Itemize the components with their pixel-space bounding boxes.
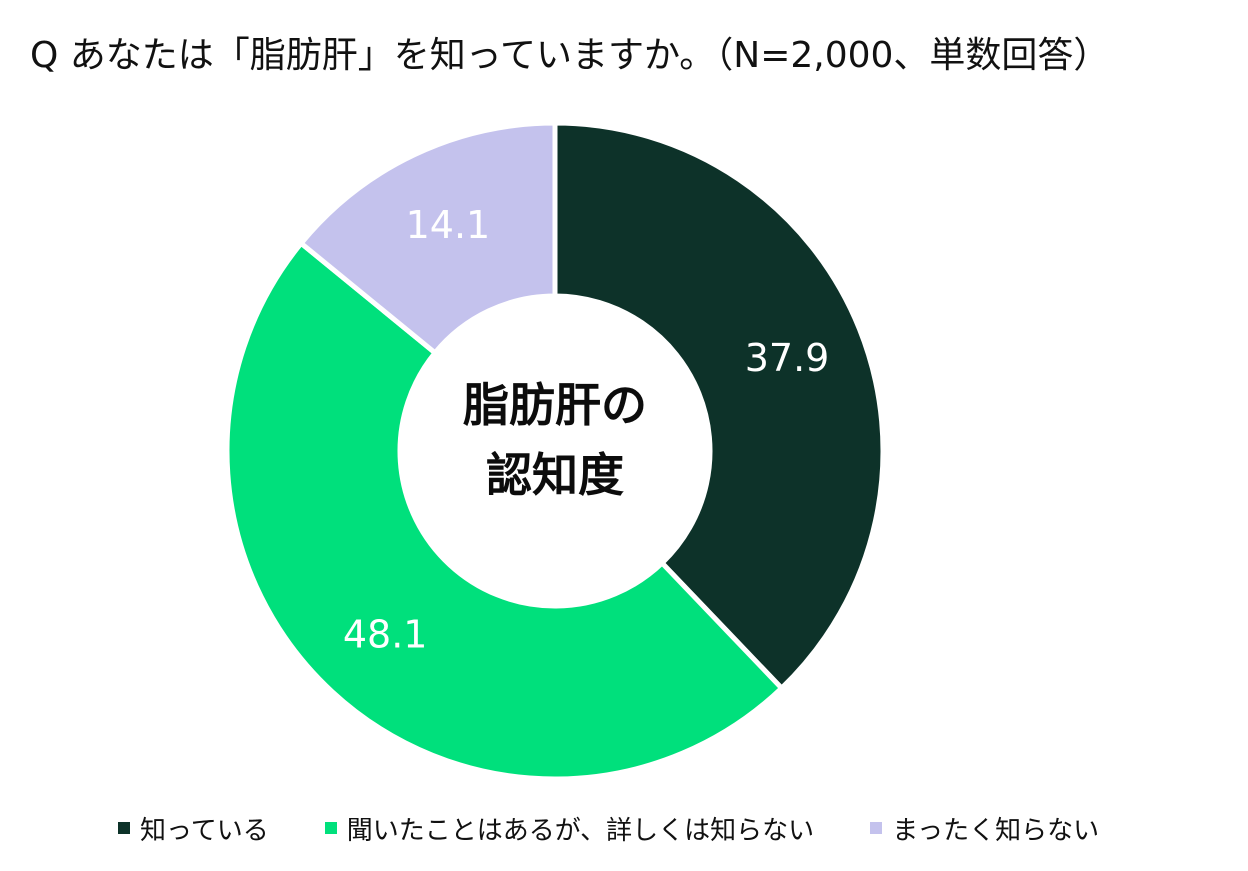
- legend-item-known: 知っている: [118, 810, 269, 847]
- legend-item-unknown: まったく知らない: [870, 810, 1099, 847]
- chart-legend: 知っている 聞いたことはあるが、詳しくは知らない まったく知らない: [118, 808, 1218, 848]
- legend-swatch-known: [118, 822, 130, 834]
- page-title: Q あなたは「脂肪肝」を知っていますか。（N=2,000、単数回答）: [30, 35, 1110, 76]
- data-label-heard-of: 48.1: [343, 612, 428, 656]
- legend-label-heard-of: 聞いたことはあるが、詳しくは知らない: [346, 815, 815, 846]
- legend-swatch-unknown: [870, 822, 883, 834]
- legend-label-known: 知っている: [140, 815, 269, 846]
- donut-center-label: 脂肪肝の 認知度: [395, 370, 715, 510]
- center-label-line-2: 認知度: [486, 448, 624, 502]
- center-label-line-1: 脂肪肝の: [463, 378, 647, 432]
- data-label-unknown: 14.1: [406, 203, 491, 247]
- donut-slice-unknown: [297, 120, 558, 357]
- donut-slice-known: [552, 120, 886, 692]
- legend-label-unknown: まったく知らない: [892, 815, 1100, 846]
- donut-slice-heard-of: [224, 239, 786, 782]
- data-label-known: 37.9: [745, 336, 830, 380]
- legend-item-heard-of: 聞いたことはあるが、詳しくは知らない: [324, 810, 815, 847]
- legend-swatch-heard-of: [324, 822, 337, 834]
